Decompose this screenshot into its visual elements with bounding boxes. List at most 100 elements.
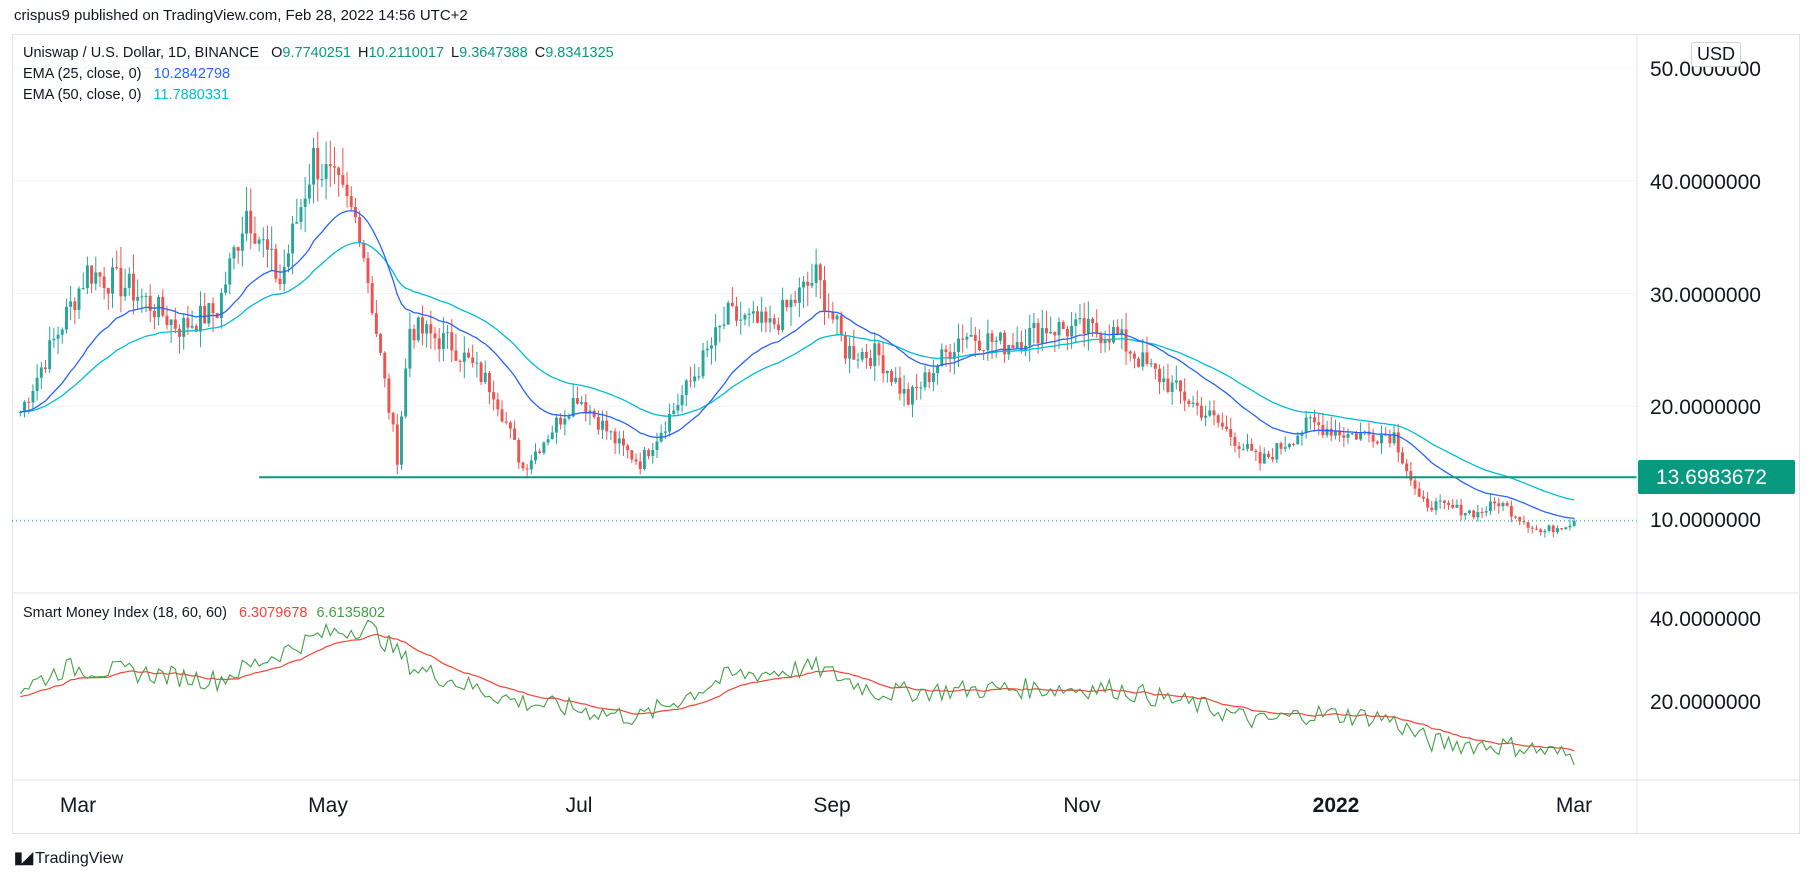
smi-tick: 40.0000000 (1650, 608, 1761, 631)
candle-body (1509, 505, 1513, 517)
ema50-line (20, 241, 1575, 501)
candle-body (1463, 513, 1467, 516)
candle-body (1371, 434, 1375, 442)
candle-body (877, 343, 881, 356)
candle-body (240, 233, 244, 251)
candle-body (714, 327, 718, 346)
candle-body (718, 325, 722, 328)
high-value: 10.2110017 (368, 45, 445, 61)
candle-body (751, 311, 755, 314)
candle-body (789, 299, 793, 308)
candle-body (492, 392, 496, 400)
candle-body (496, 399, 500, 410)
candle-body (1572, 520, 1576, 526)
candle-body (793, 299, 797, 303)
candle-body (839, 315, 843, 336)
candle-body (743, 314, 747, 320)
candle-body (655, 441, 659, 450)
candle-body (1501, 503, 1505, 507)
candle-body (1199, 405, 1203, 418)
candle-body (739, 319, 743, 321)
candle-body (85, 265, 89, 289)
candle-body (781, 299, 785, 331)
candle-body (890, 371, 893, 383)
candle-body (479, 362, 483, 383)
candle-body (1028, 327, 1032, 346)
candle-body (994, 340, 998, 343)
candle-body (400, 416, 403, 465)
candle-body (483, 372, 487, 383)
candle-body (1430, 507, 1434, 511)
candle-body (1451, 504, 1455, 508)
tradingview-logo[interactable]: ▮◢ TradingView (14, 848, 123, 868)
candle-body (1564, 527, 1568, 530)
candle-body (462, 352, 466, 362)
ema50-label: EMA (50, close, 0) (23, 87, 142, 103)
candle-body (726, 302, 730, 325)
candle-body (575, 398, 579, 404)
candle-body (1074, 319, 1078, 326)
candle-body (881, 355, 885, 374)
candle-body (1304, 417, 1308, 433)
currency-badge[interactable]: USD (1691, 42, 1742, 67)
candle-body (379, 333, 383, 353)
ema25-legend: EMA (25, close, 0) 10.2842798 (23, 66, 230, 82)
candle-body (689, 380, 692, 382)
candle-body (1057, 322, 1061, 336)
ema25-label: EMA (25, close, 0) (23, 66, 142, 82)
smi-fast-line (19, 619, 1575, 766)
candle-body (249, 210, 253, 234)
candle-body (282, 266, 286, 285)
candle-body (814, 264, 818, 283)
candle-body (211, 303, 215, 314)
candle-body (1547, 525, 1551, 531)
candle-body (546, 439, 550, 443)
candle-body (1271, 456, 1275, 460)
candle-body (1162, 378, 1166, 383)
candle-body (320, 179, 324, 181)
candle-body (588, 410, 592, 414)
candle-body (1488, 501, 1492, 512)
candle-body (353, 207, 357, 218)
candle-body (395, 424, 399, 465)
candle-body (81, 288, 85, 290)
candle-body (1015, 342, 1019, 349)
candle-body (831, 311, 835, 320)
candle-body (1065, 328, 1069, 337)
candle-body (730, 302, 734, 307)
candle-body (446, 332, 450, 334)
candle-body (559, 417, 563, 425)
candle-body (898, 377, 902, 394)
candle-body (617, 438, 621, 444)
candle-body (668, 414, 672, 432)
candle-body (1095, 323, 1099, 334)
candle-body (1413, 480, 1417, 489)
candle-body (676, 405, 680, 411)
candle-body (1568, 525, 1572, 528)
candle-body (425, 324, 429, 334)
time-label-year: 2022 (1313, 794, 1360, 817)
candle-body (923, 372, 927, 388)
candle-body (123, 287, 127, 297)
candle-body (341, 175, 345, 185)
candle-body (291, 223, 295, 254)
candle-body (1497, 503, 1501, 507)
candle-body (1208, 410, 1212, 416)
candle-body (182, 317, 186, 337)
candle-body (236, 247, 240, 251)
candle-body (542, 442, 546, 454)
candle-body (60, 329, 64, 335)
candle-body (517, 439, 521, 463)
candle-body (1225, 426, 1229, 430)
candle-body (1145, 352, 1149, 364)
candle-body (119, 268, 123, 297)
candle-body (864, 351, 868, 359)
candle-body (1560, 528, 1564, 530)
smi-label: Smart Money Index (18, 60, 60) (23, 605, 227, 621)
candle-body (1472, 510, 1476, 518)
candle-body (613, 431, 617, 444)
candle-body (977, 340, 981, 350)
candle-body (810, 282, 814, 286)
ema50-value: 11.7880331 (153, 87, 230, 103)
